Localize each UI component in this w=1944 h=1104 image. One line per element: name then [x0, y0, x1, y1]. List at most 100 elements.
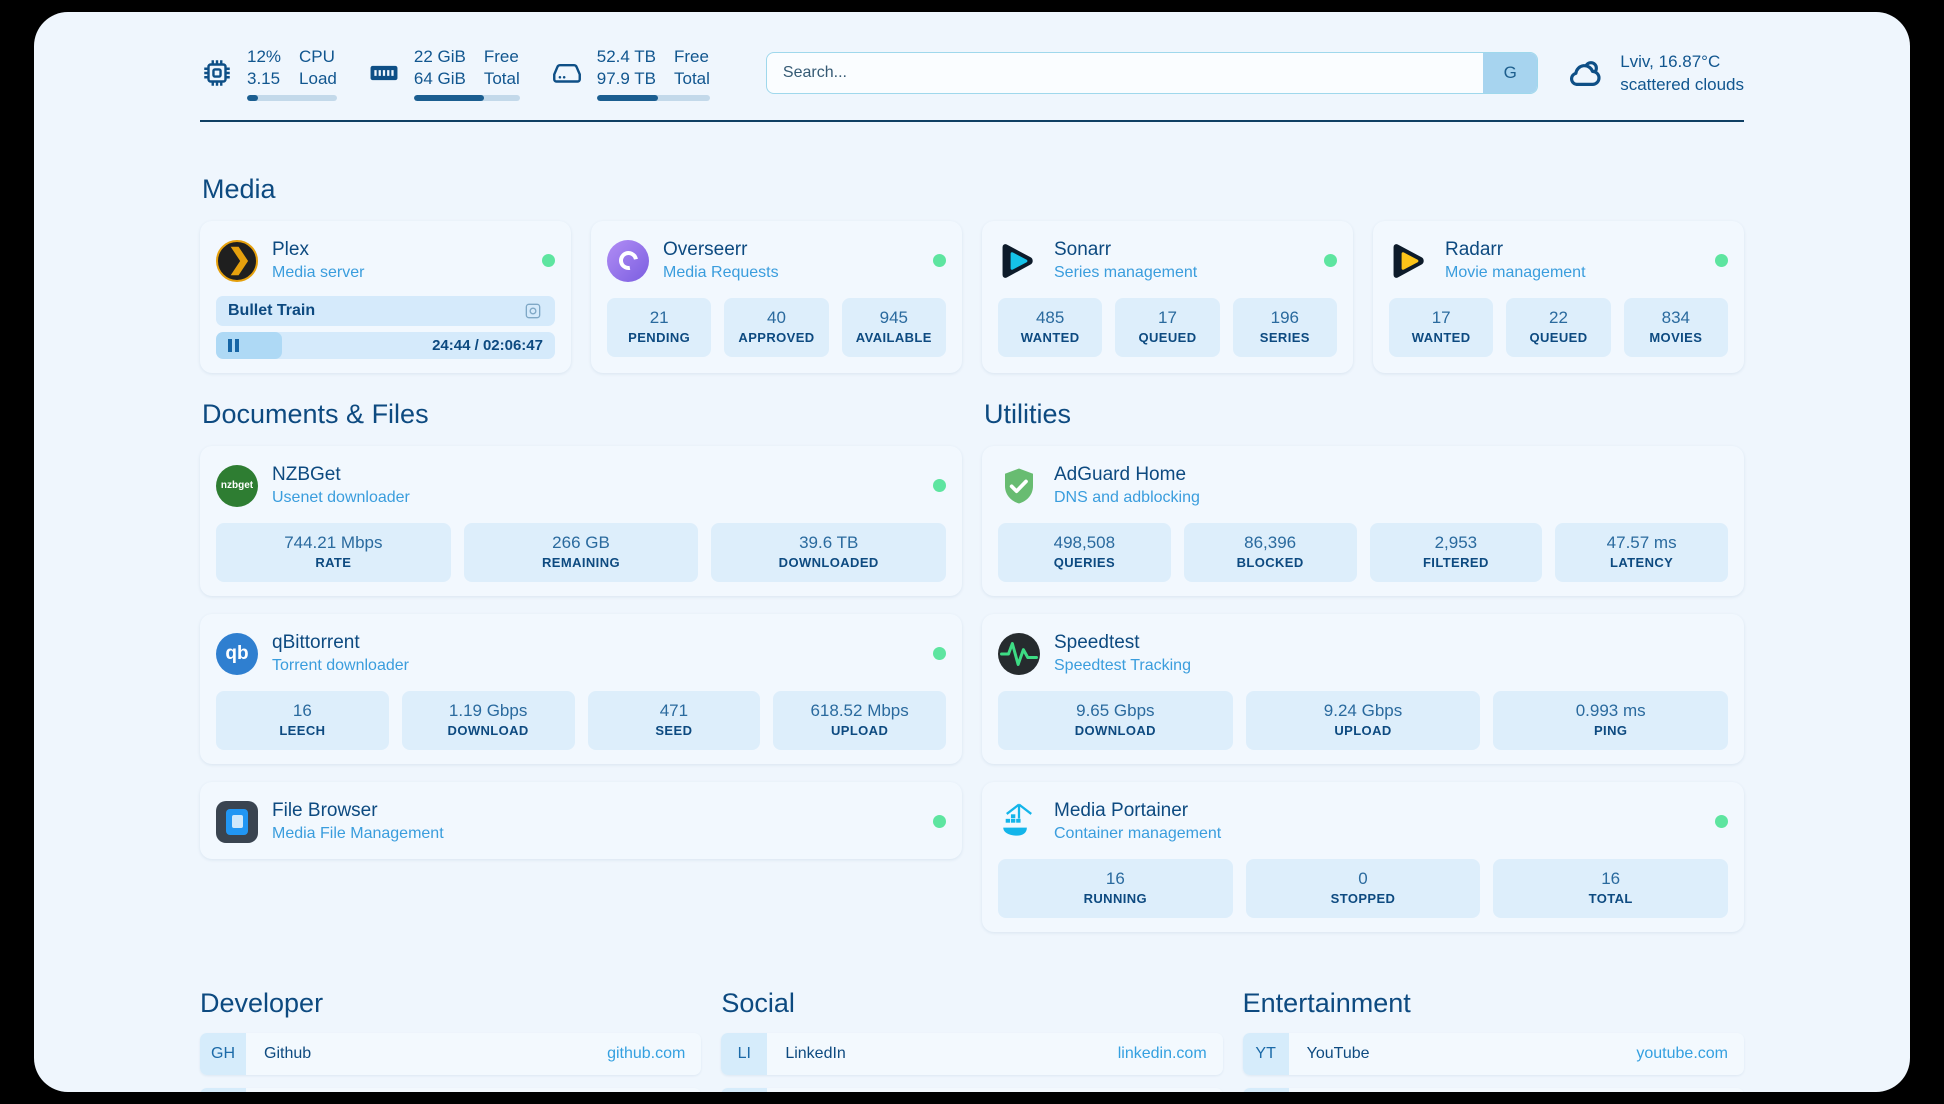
stat-tile[interactable]: 1.19 Gbps DOWNLOAD	[401, 691, 575, 750]
app-card-plex[interactable]: Plex Media server Bullet Train 24:44 / 02:0…	[200, 221, 571, 373]
bookmark-abbr: LI	[721, 1033, 768, 1075]
stat-value: 471	[659, 701, 689, 720]
stat-tile[interactable]: 21 PENDING	[607, 298, 712, 357]
stat-label: UPLOAD	[1334, 723, 1392, 738]
card-meta: Plex Media server	[272, 237, 528, 284]
cast-icon[interactable]	[523, 301, 543, 321]
app-card-radarr[interactable]: Radarr Movie management 17 WANTED 22 QUEUED 83…	[1373, 221, 1744, 373]
stat-tile[interactable]: 86,396 BLOCKED	[1183, 523, 1357, 582]
stat-tile[interactable]: 2,953 FILTERED	[1369, 523, 1543, 582]
app-description: Speedtest Tracking	[1054, 657, 1191, 674]
stat-tile[interactable]: 0.993 ms PING	[1493, 691, 1729, 750]
search-area: G	[765, 52, 1539, 94]
bookmark-name: Twitter	[767, 1088, 1130, 1092]
bookmark-item[interactable]: GH Github github.com	[200, 1033, 702, 1075]
app-description: Series management	[1054, 264, 1198, 281]
app-card-qbittorrent[interactable]: qb qBittorrent Torrent downloader 16 LEECH 1.…	[200, 614, 962, 764]
stat-value: 618.52 Mbps	[810, 701, 909, 720]
stat-tile[interactable]: 744.21 Mbps RATE	[216, 523, 451, 582]
stat-tile[interactable]: 16 RUNNING	[998, 859, 1233, 918]
card-header: File Browser Media File Management	[216, 798, 946, 845]
stat-tile[interactable]: 834 MOVIES	[1623, 298, 1728, 357]
app-name: Media Portainer	[1054, 800, 1189, 821]
stat-tile[interactable]: 40 APPROVED	[724, 298, 829, 357]
documents-section: Documents & Files nzbget NZBGet Usenet dow…	[200, 399, 962, 932]
app-card-file-browser[interactable]: File Browser Media File Management	[200, 782, 962, 859]
playback-time: 24:44 / 02:06:47	[432, 337, 543, 354]
bookmark-abbr: YT	[1242, 1033, 1289, 1075]
stat-tile[interactable]: 9.24 Gbps UPLOAD	[1245, 691, 1481, 750]
app-description: DNS and adblocking	[1054, 489, 1200, 506]
bookmark-url[interactable]: twitter.com	[1130, 1088, 1222, 1092]
bookmark-url[interactable]: github.com	[607, 1045, 686, 1062]
filebrowser-icon	[216, 800, 258, 843]
stat-tile[interactable]: 17 QUEUED	[1115, 298, 1220, 357]
app-name: File Browser	[272, 800, 378, 821]
stat-label: LATENCY	[1610, 555, 1674, 570]
stat-tile[interactable]: 266 GB REMAINING	[463, 523, 699, 582]
app-description: Usenet downloader	[272, 489, 410, 506]
stat-tile[interactable]: 22 QUEUED	[1506, 298, 1611, 357]
stat-tile[interactable]: 47.57 ms LATENCY	[1555, 523, 1728, 582]
now-playing-bar[interactable]: Bullet Train	[216, 296, 555, 326]
nzbget-stats-row: 744.21 Mbps RATE 266 GB REMAINING 39.6 TB DOW…	[216, 523, 947, 582]
bookmark-abbr: NF	[1242, 1088, 1289, 1092]
stat-tile[interactable]: 485 WANTED	[998, 298, 1103, 357]
stat-tile[interactable]: 16 TOTAL	[1493, 859, 1729, 918]
weather-location-temp: Lviv, 16.87°C	[1620, 52, 1721, 71]
app-card-adguard-home[interactable]: AdGuard Home DNS and adblocking 498,508 QUE…	[982, 446, 1744, 596]
bookmark-group-entertainment: Entertainment YT YouTube youtube.com NFNetfl…	[1242, 988, 1744, 1092]
bookmark-item[interactable]: LI LinkedIn linkedin.com	[721, 1033, 1223, 1075]
bookmark-item[interactable]: TWTwittertwitter.com	[721, 1088, 1223, 1092]
stat-tile[interactable]: 9.65 Gbps DOWNLOAD	[998, 691, 1233, 750]
app-card-speedtest[interactable]: Speedtest Speedtest Tracking 9.65 Gbps DOWN…	[982, 614, 1744, 764]
stat-tile[interactable]: 498,508 QUERIES	[998, 523, 1171, 582]
bookmark-url[interactable]: youtube.com	[1636, 1045, 1728, 1062]
app-card-sonarr[interactable]: Sonarr Series management 485 WANTED 17 QUEUED…	[982, 221, 1353, 373]
bookmark-url[interactable]: netflix.com	[1652, 1088, 1744, 1092]
stat-value: 40	[767, 308, 786, 327]
app-name: Speedtest	[1054, 632, 1140, 653]
stat-tile[interactable]: 16 LEECH	[216, 691, 389, 750]
app-description: Media Requests	[663, 264, 779, 281]
stat-tile[interactable]: 471 SEED	[587, 691, 761, 750]
utilities-section: Utilities AdGuard Home DNS and adblocking…	[982, 399, 1744, 932]
bookmark-item[interactable]: NFNetflixnetflix.com	[1242, 1088, 1744, 1092]
stat-tile[interactable]: 945 AVAILABLE	[841, 298, 946, 357]
overseerr-stats-row: 21 PENDING 40 APPROVED 945 AVAILABLE	[607, 298, 946, 357]
stat-value: 17	[1431, 308, 1451, 327]
card-meta: Speedtest Speedtest Tracking	[1054, 630, 1728, 677]
bookmark-url[interactable]: linkedin.com	[1117, 1045, 1207, 1062]
bookmark-abbr: GH	[200, 1033, 246, 1075]
top-bar: 12% 3.15 CPU Load	[34, 12, 1910, 104]
app-name: Plex	[272, 239, 309, 260]
bookmark-item[interactable]: YT YouTube youtube.com	[1242, 1033, 1744, 1075]
radarr-status-dot	[1715, 254, 1728, 267]
stat-tile[interactable]: 17 WANTED	[1389, 298, 1494, 357]
search-submit-button[interactable]: G	[1483, 53, 1538, 93]
memory-label-bottom: Total	[483, 68, 520, 88]
stat-label: AVAILABLE	[855, 330, 932, 345]
weather-condition: scattered clouds	[1620, 75, 1744, 94]
stat-label: UPLOAD	[830, 723, 889, 738]
stat-tile[interactable]: 196 SERIES	[1232, 298, 1337, 357]
app-card-media-portainer[interactable]: Media Portainer Container management 16 RUN…	[982, 782, 1744, 932]
stat-tile[interactable]: 39.6 TB DOWNLOADED	[711, 523, 947, 582]
stat-label: RATE	[315, 555, 352, 570]
bookmark-item[interactable]: SOStackOverflowstackoverflow.com	[200, 1088, 702, 1092]
stat-value: 1.19 Gbps	[448, 701, 528, 720]
card-meta: AdGuard Home DNS and adblocking	[1054, 462, 1728, 509]
stat-value: 17	[1158, 308, 1177, 327]
app-card-overseerr[interactable]: Overseerr Media Requests 21 PENDING 40 APPROV…	[591, 221, 962, 373]
app-card-nzbget[interactable]: nzbget NZBGet Usenet downloader 744.21 Mbps…	[200, 446, 962, 596]
stat-tile[interactable]: 618.52 Mbps UPLOAD	[773, 691, 946, 750]
stat-value: 21	[649, 308, 669, 327]
search-box[interactable]: G	[765, 52, 1539, 94]
pause-icon[interactable]	[228, 339, 239, 352]
bookmark-url[interactable]: stackoverflow.com	[555, 1088, 702, 1092]
bookmark-name: LinkedIn	[785, 1045, 846, 1062]
playback-progress[interactable]: 24:44 / 02:06:47	[216, 332, 555, 359]
stat-label: QUEUED	[1138, 330, 1197, 345]
stat-tile[interactable]: 0 STOPPED	[1245, 859, 1481, 918]
search-input[interactable]	[766, 53, 1484, 93]
